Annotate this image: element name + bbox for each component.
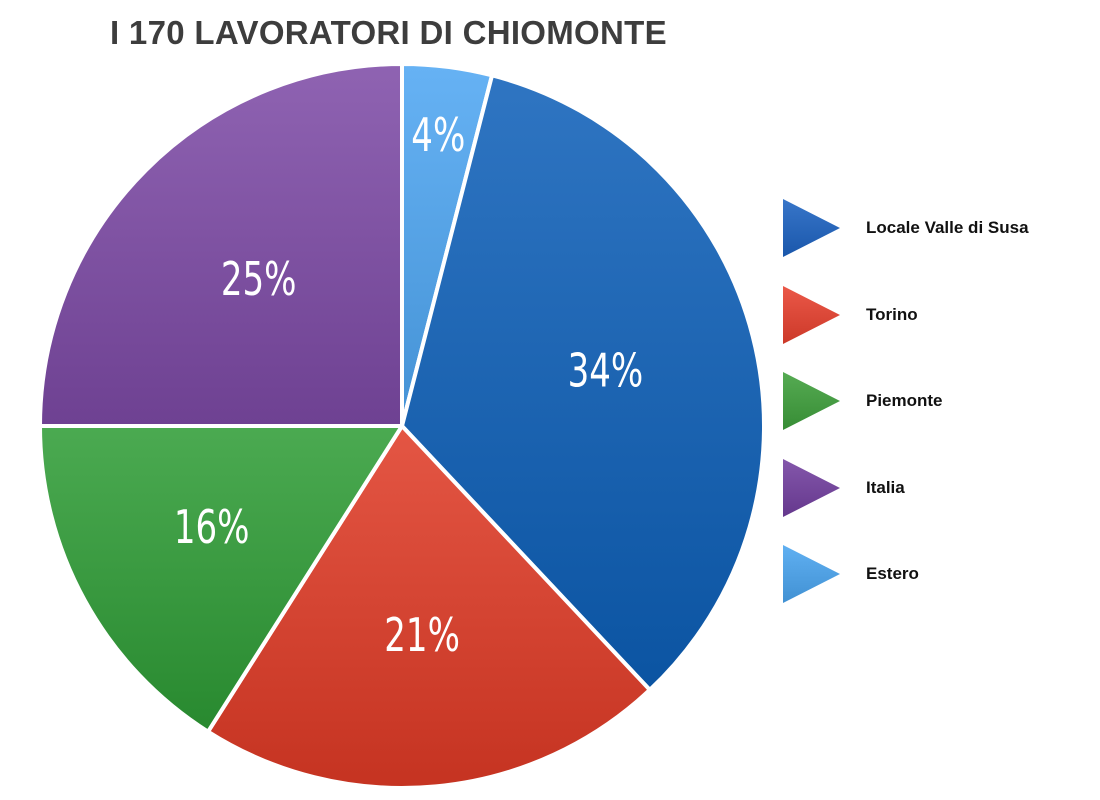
legend-item-torino: Torino <box>782 285 1082 345</box>
legend-triangle-icon <box>783 458 840 517</box>
legend-item-piemonte: Piemonte <box>782 371 1082 431</box>
pie-slices <box>38 62 766 790</box>
pie-slice-labels: 4% 34% 21% 16% 25% <box>174 108 643 662</box>
legend-label: Locale Valle di Susa <box>866 218 1029 237</box>
legend-item-italia: Italia <box>782 458 1082 518</box>
legend-triangle-icon <box>783 372 840 430</box>
legend-item-estero: Estero <box>782 544 1082 604</box>
legend-label: Italia <box>866 477 905 497</box>
legend-label: Piemonte <box>866 391 943 410</box>
slice-label-locale-valle-di-susa: 34% <box>568 343 644 398</box>
legend-label: Estero <box>866 564 919 583</box>
pie-slice-italia <box>38 62 404 428</box>
legend-item-locale-valle-di-susa: Locale Valle di Susa <box>782 198 1082 258</box>
pie-slice-locale-valle-di-susa <box>400 73 766 692</box>
slice-label-torino: 21% <box>384 608 460 663</box>
pie-slice-torino <box>206 424 652 790</box>
legend-label: Torino <box>866 304 918 324</box>
slice-label-piemonte: 16% <box>174 500 250 555</box>
legend-triangle-icon <box>783 199 840 257</box>
slice-label-italia: 25% <box>221 252 297 307</box>
legend-triangle-icon <box>783 285 840 344</box>
chart-title: I 170 LAVORATORI DI CHIOMONTE <box>110 14 667 51</box>
legend-triangle-icon <box>783 545 840 603</box>
pie-slice-piemonte <box>38 424 404 734</box>
slice-label-estero: 4% <box>411 108 465 163</box>
